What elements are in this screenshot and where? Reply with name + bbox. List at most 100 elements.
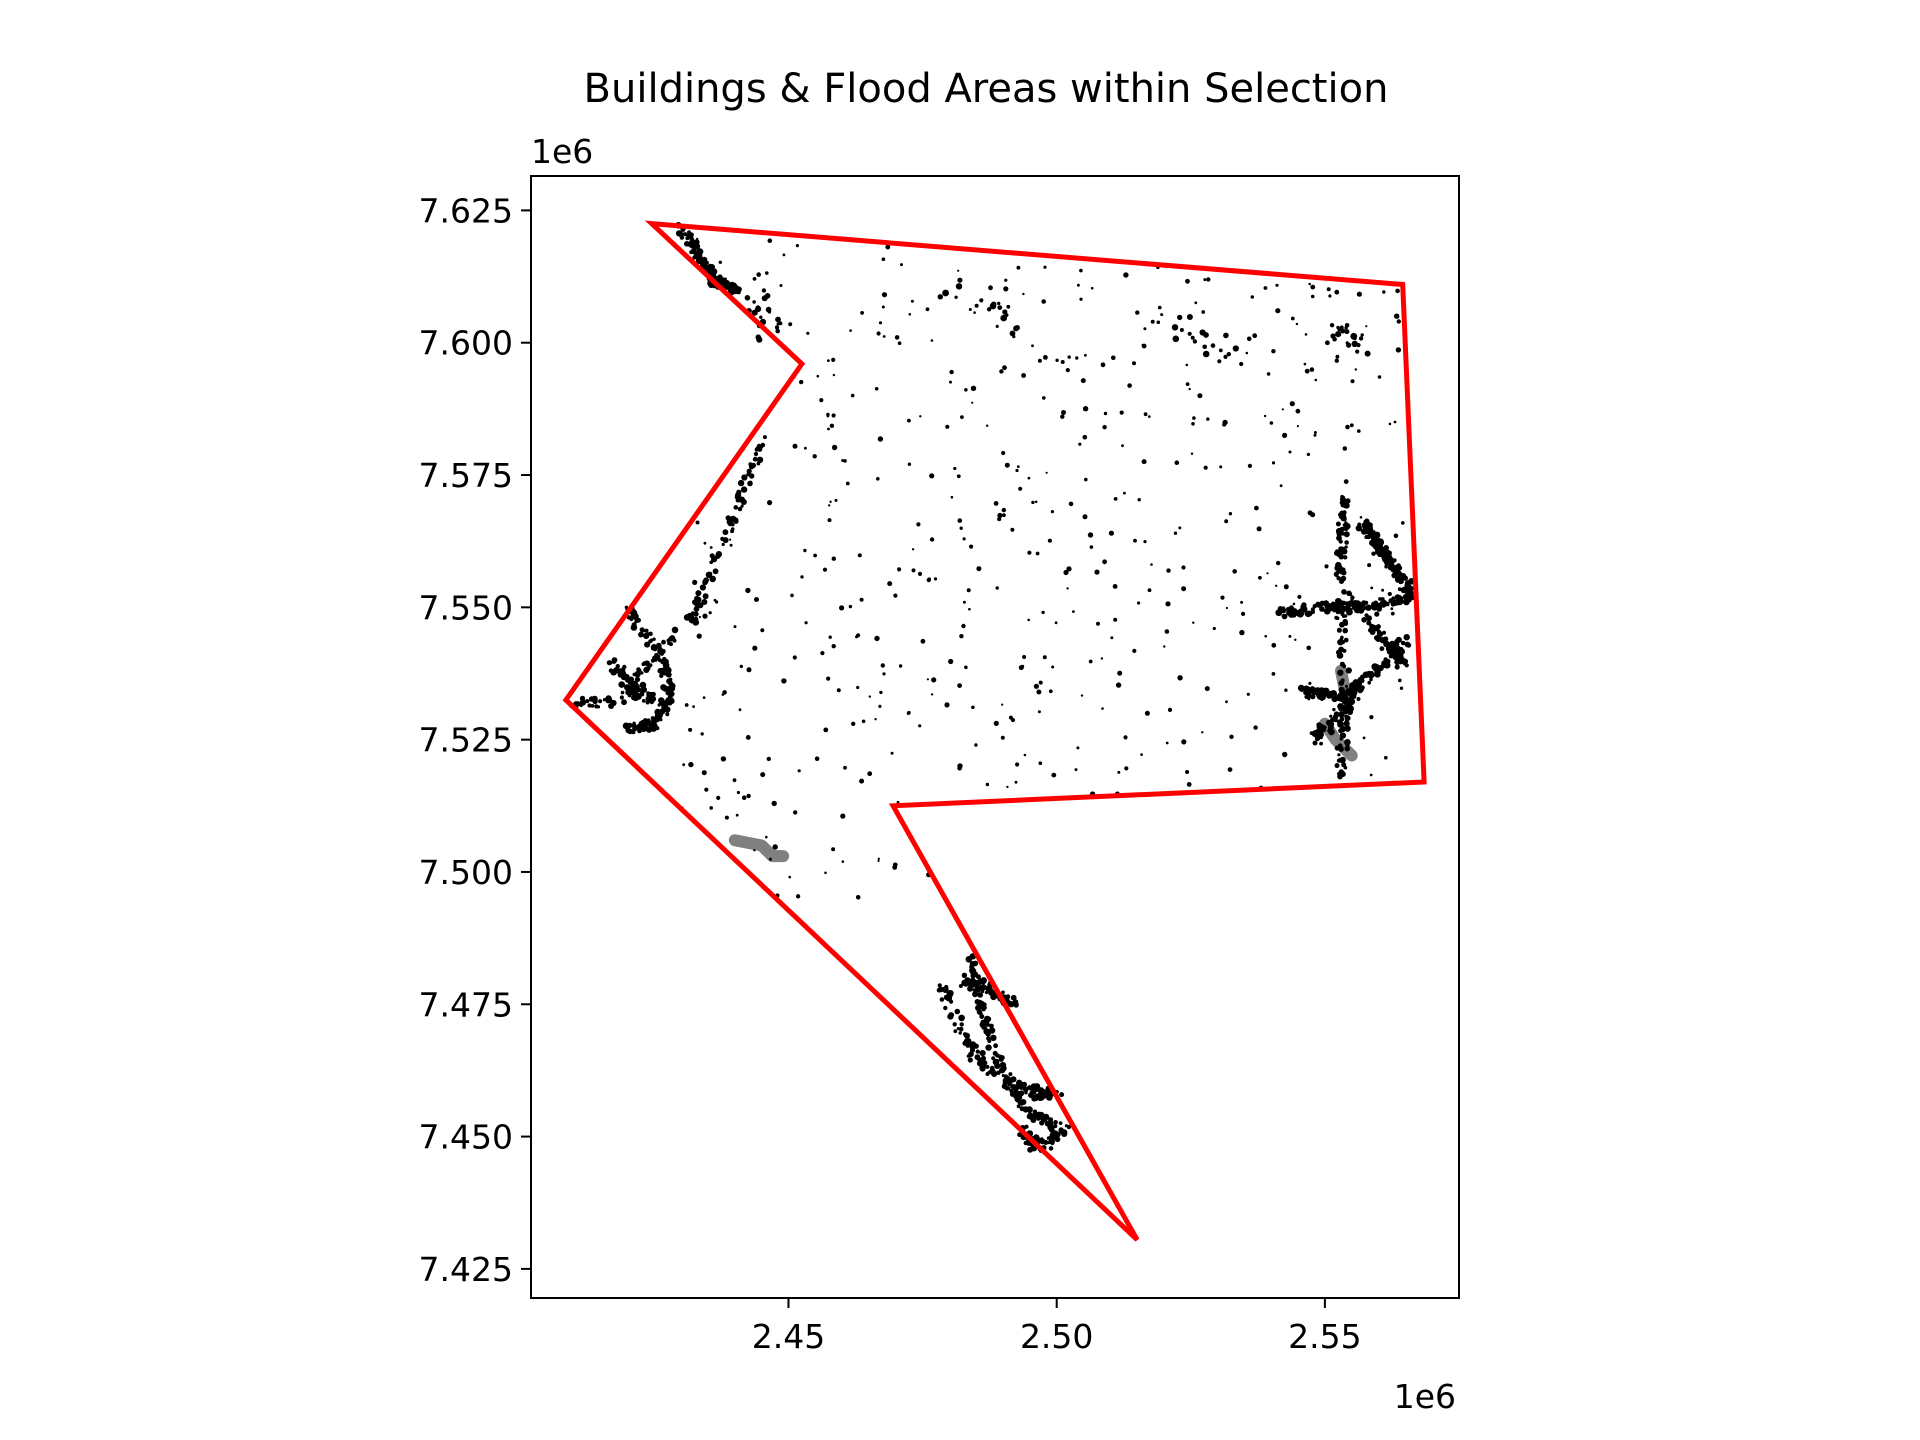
building-point	[1343, 637, 1349, 643]
building-point	[1084, 353, 1087, 357]
building-point	[1331, 695, 1338, 703]
building-point	[965, 1038, 972, 1044]
building-point	[648, 663, 653, 668]
building-point	[788, 322, 793, 327]
building-point	[1088, 659, 1093, 664]
building-point	[804, 446, 807, 450]
building-point	[1001, 450, 1006, 456]
building-point	[652, 716, 657, 721]
x-tick-label: 2.55	[1288, 1317, 1361, 1356]
building-point	[1374, 539, 1379, 544]
building-point	[795, 244, 800, 248]
building-point	[1148, 415, 1151, 418]
building-point	[1382, 290, 1386, 294]
building-point	[735, 813, 739, 817]
building-point	[1247, 463, 1252, 468]
building-point	[831, 413, 836, 418]
building-point	[1089, 545, 1094, 549]
building-point	[1292, 602, 1296, 606]
building-point	[848, 604, 853, 609]
building-point	[1368, 527, 1374, 534]
building-point	[640, 692, 645, 697]
building-point	[1289, 401, 1295, 407]
building-point	[671, 626, 679, 634]
building-point	[1341, 605, 1348, 612]
building-point	[772, 844, 778, 850]
building-point	[942, 289, 949, 297]
building-point	[969, 968, 974, 972]
building-point	[1351, 693, 1357, 700]
building-point	[1041, 610, 1045, 615]
building-point	[716, 795, 721, 801]
building-point	[1009, 330, 1016, 337]
building-point	[641, 662, 646, 666]
building-point	[997, 301, 1001, 306]
building-point	[1348, 602, 1354, 607]
building-point	[642, 718, 648, 723]
buildings-layer	[569, 222, 1416, 1153]
building-point	[1303, 362, 1307, 366]
building-point	[943, 1005, 948, 1011]
building-point	[1339, 716, 1345, 722]
building-point	[1341, 699, 1347, 705]
building-point	[957, 518, 963, 523]
building-point	[767, 500, 773, 506]
building-point	[795, 894, 801, 899]
building-point	[1055, 358, 1059, 362]
building-point	[1395, 288, 1400, 294]
building-point	[1016, 1104, 1021, 1109]
building-point	[988, 984, 993, 990]
building-point	[1383, 554, 1387, 558]
building-point	[859, 597, 864, 602]
building-point	[1021, 373, 1026, 378]
building-point	[1225, 606, 1228, 610]
building-point	[665, 698, 673, 705]
building-point	[1002, 365, 1007, 371]
building-point	[741, 795, 747, 800]
building-point	[1369, 539, 1375, 546]
building-point	[1156, 320, 1161, 325]
building-point	[1281, 408, 1284, 411]
building-point	[1328, 294, 1332, 298]
building-point	[729, 538, 732, 541]
building-point	[868, 695, 871, 698]
building-point	[701, 599, 708, 605]
building-point	[910, 299, 914, 303]
building-point	[585, 699, 590, 704]
building-point	[926, 678, 930, 681]
building-point	[1350, 379, 1355, 384]
building-point	[800, 575, 804, 579]
building-point	[1003, 995, 1008, 1000]
building-point	[1038, 1089, 1044, 1095]
building-point	[958, 1014, 965, 1022]
building-point	[955, 283, 963, 290]
building-point	[612, 659, 616, 664]
building-point	[741, 474, 748, 481]
building-point	[1192, 339, 1198, 344]
building-point	[892, 865, 898, 870]
building-point	[1335, 331, 1342, 338]
building-point	[1185, 278, 1190, 284]
building-point	[1384, 755, 1388, 760]
building-point	[1037, 710, 1041, 714]
building-point	[964, 665, 968, 670]
building-point	[1378, 597, 1382, 601]
building-point	[697, 602, 704, 609]
y-tick-label: 7.525	[419, 721, 513, 760]
building-point	[1340, 328, 1346, 334]
building-point	[947, 1013, 954, 1020]
building-point	[957, 269, 960, 272]
building-point	[1288, 450, 1292, 454]
building-point	[843, 459, 847, 463]
building-point	[622, 673, 626, 677]
building-point	[981, 1025, 986, 1030]
building-point	[624, 684, 631, 691]
building-point	[762, 435, 767, 440]
building-point	[715, 600, 719, 604]
building-point	[1177, 675, 1183, 681]
building-point	[1340, 732, 1344, 737]
building-point	[613, 667, 620, 674]
building-point	[1160, 313, 1164, 317]
building-point	[960, 415, 964, 419]
building-point	[1376, 606, 1382, 612]
